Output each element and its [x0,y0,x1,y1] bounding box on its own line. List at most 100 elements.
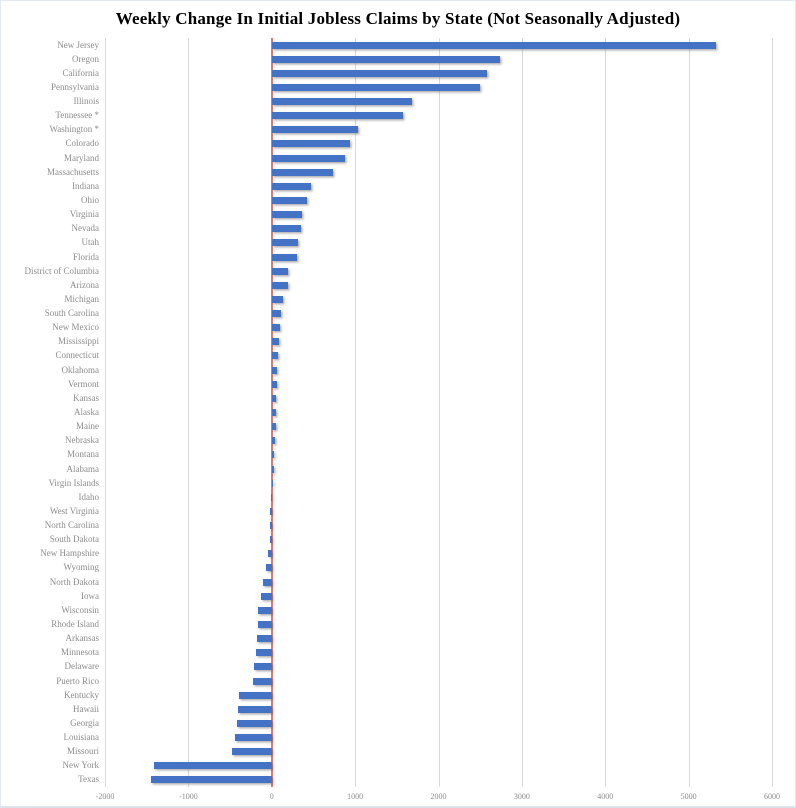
gridline [188,38,190,787]
bar [271,225,302,233]
bar [271,465,274,473]
bar [256,635,272,643]
bar [271,239,298,247]
bar [257,620,272,628]
category-label: Virginia [69,209,99,220]
bar [271,409,276,416]
category-label: Indiana [72,180,99,191]
category-label: Washington * [49,124,99,135]
category-label: Connecticut [55,350,100,361]
category-label: Wyoming [63,562,99,573]
bar [258,606,272,614]
category-label: West Virginia [49,505,99,516]
category-label: Arizona [70,279,99,290]
bar [252,677,272,685]
bar [271,310,282,318]
bar [271,182,311,190]
category-label: New York [62,760,99,771]
bar [267,550,272,558]
bar [154,762,272,770]
category-label: Oregon [72,53,99,64]
bar [271,451,275,459]
bar [254,663,272,671]
bar [262,578,272,586]
category-label: Wisconsin [61,604,99,615]
category-label: Rhode Island [51,618,99,629]
gridline [772,38,773,787]
bar [271,338,279,346]
category-label: Illinois [73,96,99,107]
category-label: Montana [67,449,99,460]
bar [271,253,297,261]
bar [271,380,277,388]
bar [270,507,272,515]
category-label: Missouri [66,746,99,757]
bar [237,705,272,713]
category-label: New Mexico [52,322,99,333]
bar [271,83,481,91]
x-tick-label: 0 [269,792,274,801]
category-label: Pennsylvania [51,81,99,92]
bar [265,564,272,572]
category-label: Alaska [74,407,99,417]
x-tick-label: 4000 [597,792,614,801]
category-label: Michigan [64,293,100,304]
gridline [688,38,690,787]
bar [271,352,278,360]
bar [271,168,334,176]
category-label: Florida [73,251,99,262]
bar [271,98,412,106]
x-tick-label: 3000 [513,792,530,801]
category-label: Massachusetts [47,166,99,177]
bar [270,522,272,530]
bar [271,267,288,275]
category-label: New Jersey [57,39,99,50]
category-label: Arkansas [65,633,100,644]
category-label: Vermont [68,378,99,389]
x-tick-label: 6000 [764,792,780,801]
bar [236,719,272,727]
category-label: New Hampshire [40,548,99,559]
category-label: Tennessee * [55,110,99,121]
gridline [105,38,106,787]
category-label: Hawaii [73,703,99,714]
bar [238,691,272,699]
bar [150,776,272,784]
category-label: Maine [76,421,99,432]
bar [231,748,272,756]
bar [235,734,272,742]
category-label: District of Columbia [24,265,100,276]
category-label: Alabama [66,463,99,474]
category-label: Puerto Rico [56,675,99,686]
bar [271,112,403,120]
category-label: South Carolina [44,308,99,319]
x-tick-label: 5000 [680,792,697,801]
gridline [355,38,357,787]
category-label: Idaho [78,491,100,502]
category-label: Ohio [81,195,99,206]
bar [271,126,359,134]
bar [271,324,281,332]
bar [271,69,487,77]
bar [271,394,277,402]
bar [271,197,307,205]
bar [271,55,501,63]
category-label: Maryland [64,152,99,163]
bar [271,437,276,445]
category-label: Colorado [65,138,100,149]
gridline [521,38,523,787]
category-label: Mississippi [57,336,99,347]
gridline [438,38,440,787]
bar [271,154,346,162]
category-label: Oklahoma [61,364,100,375]
category-label: North Carolina [44,520,99,531]
category-label: Texas [78,774,99,785]
category-label: Iowa [81,590,99,601]
category-label: Louisiana [63,732,100,743]
category-label: Virgin Islands [48,477,99,488]
category-label: Kansas [73,392,99,403]
bar [271,41,717,49]
category-label: Nevada [71,223,99,234]
x-tick-label: -1000 [179,792,198,801]
